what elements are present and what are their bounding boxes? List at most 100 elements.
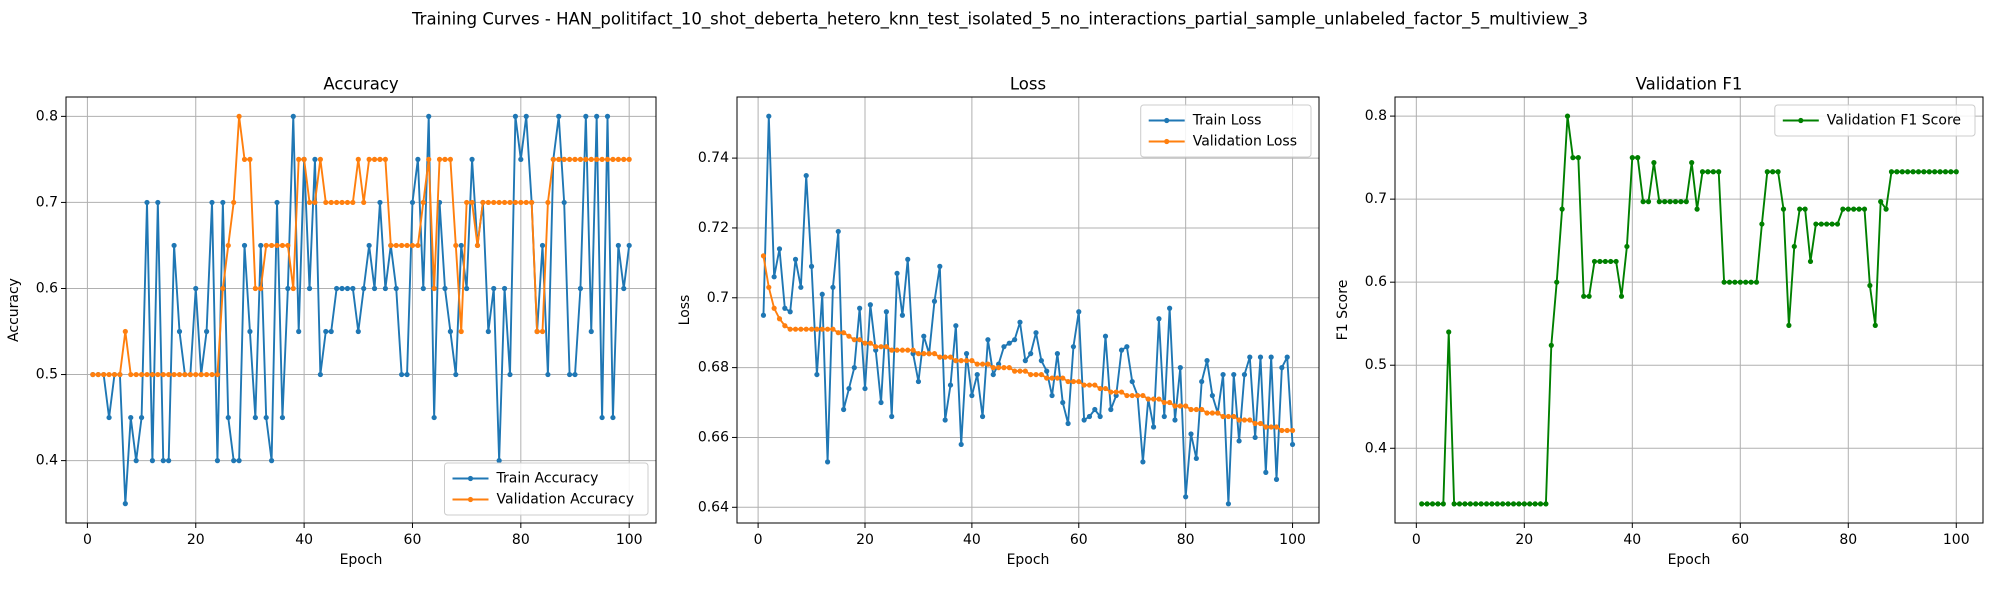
data-point — [1689, 160, 1695, 166]
data-point — [990, 371, 996, 378]
data-point — [138, 371, 145, 378]
data-point — [426, 113, 432, 119]
data-point — [1263, 424, 1269, 430]
data-point — [583, 156, 589, 162]
data-point — [1435, 501, 1441, 507]
data-point — [1510, 501, 1517, 507]
data-point — [1284, 354, 1290, 360]
data-point — [819, 291, 825, 297]
data-point — [106, 414, 112, 421]
data-point — [1167, 399, 1173, 406]
data-point — [835, 228, 841, 235]
data-point — [539, 242, 546, 249]
plot-frame — [65, 96, 657, 524]
data-point — [953, 323, 959, 329]
y-tick-label: 0.74 — [698, 150, 729, 166]
data-point — [1086, 413, 1093, 420]
legend-label: Validation F1 Score — [1827, 113, 1961, 129]
data-point — [220, 199, 226, 206]
data-point — [258, 242, 264, 249]
data-point — [921, 333, 927, 339]
data-point — [393, 242, 399, 249]
data-point — [1543, 501, 1549, 507]
data-point — [577, 156, 584, 162]
data-point — [95, 371, 101, 378]
data-point — [1829, 221, 1835, 227]
data-point — [1247, 354, 1253, 360]
data-point — [969, 358, 975, 364]
data-point — [388, 242, 394, 249]
x-tick-label: 20 — [187, 532, 205, 548]
data-point — [1129, 392, 1135, 399]
data-point — [1824, 221, 1830, 227]
x-tick-label: 20 — [1515, 532, 1533, 548]
legend-box — [444, 462, 649, 516]
data-point — [974, 371, 980, 378]
data-point — [453, 242, 459, 249]
data-point — [798, 284, 804, 290]
data-point — [1932, 169, 1938, 175]
data-point — [1451, 501, 1457, 507]
data-point — [1049, 375, 1055, 381]
data-point — [1156, 396, 1162, 402]
data-point — [1193, 406, 1199, 413]
data-point — [1716, 169, 1722, 175]
data-point — [1559, 206, 1565, 212]
data-point — [1172, 403, 1178, 409]
data-point — [1597, 258, 1603, 265]
legend-label: Train Accuracy — [496, 471, 599, 487]
data-point — [231, 199, 237, 206]
data-point — [512, 113, 519, 119]
plot-frame — [1394, 96, 1984, 524]
data-point — [626, 156, 632, 162]
data-point — [274, 242, 280, 249]
y-tick-label: 0.64 — [698, 499, 729, 515]
subplot-title: Accuracy — [323, 75, 399, 94]
x-tick-label: 80 — [1839, 532, 1857, 548]
data-point — [480, 199, 486, 206]
data-point — [366, 156, 372, 162]
data-point — [1807, 258, 1814, 265]
data-point — [160, 371, 166, 378]
data-point — [1150, 424, 1157, 430]
data-point — [583, 113, 589, 119]
data-point — [128, 371, 134, 378]
x-tick-label: 60 — [404, 532, 422, 548]
data-point — [814, 326, 820, 332]
data-point — [366, 242, 372, 249]
data-point — [1602, 258, 1608, 265]
data-point — [1672, 199, 1679, 205]
data-point — [193, 285, 199, 292]
data-point — [766, 113, 772, 119]
data-point — [615, 156, 621, 162]
data-point — [501, 285, 508, 292]
data-point — [1033, 371, 1039, 378]
data-point — [485, 199, 491, 206]
data-point — [1231, 371, 1237, 378]
data-point — [610, 414, 616, 421]
data-point — [269, 458, 275, 464]
data-point — [1017, 319, 1023, 325]
data-point — [1118, 389, 1125, 395]
data-point — [236, 458, 242, 464]
data-point — [1006, 340, 1012, 346]
data-point — [312, 156, 318, 162]
data-point — [404, 371, 410, 378]
data-point — [1204, 358, 1210, 364]
data-point — [1516, 501, 1522, 507]
y-axis-label: F1 Score — [1335, 280, 1351, 341]
data-point — [241, 242, 248, 249]
y-tick-label: 0.4 — [36, 453, 58, 469]
data-point — [947, 382, 954, 388]
data-point — [1894, 169, 1900, 175]
data-point — [873, 344, 879, 350]
data-point — [1161, 399, 1167, 406]
data-point — [990, 365, 996, 371]
data-point — [1108, 389, 1114, 395]
y-tick-label: 0.7 — [36, 194, 58, 210]
figure-title: Training Curves - HAN_politifact_10_shot… — [411, 10, 1588, 30]
data-point — [474, 242, 481, 249]
data-point — [247, 156, 253, 162]
data-point — [285, 242, 291, 249]
